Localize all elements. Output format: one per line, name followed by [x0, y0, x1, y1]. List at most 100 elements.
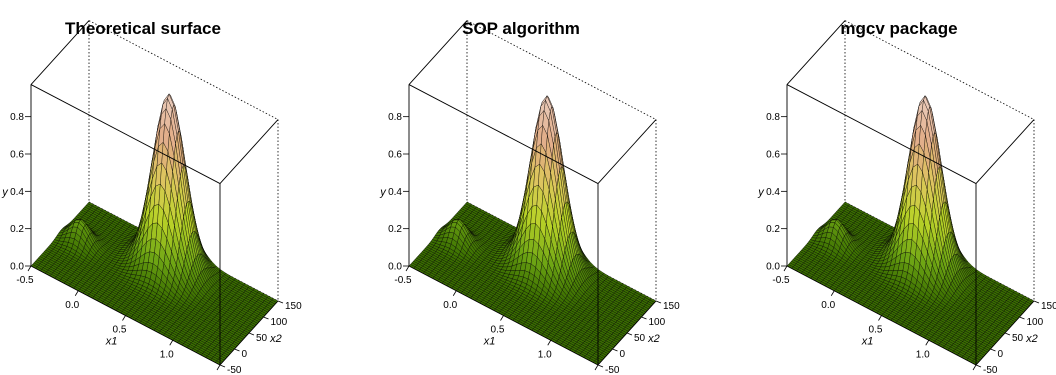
x2-tick-label: -50 — [983, 365, 998, 375]
x1-tick — [830, 290, 835, 296]
x1-tick-label: 0.0 — [821, 300, 835, 311]
y-axis-label: y — [757, 186, 765, 198]
box-edge-right-top — [975, 119, 1035, 184]
x1-tick — [500, 315, 504, 321]
x1-tick-label: -0.5 — [772, 275, 790, 286]
surface-panel-3: mgcv package 0.0 0.2 0.4 0.6 0.8 y -0.5 0.0 0.5 1.… — [757, 19, 1056, 375]
x1-tick — [925, 340, 930, 346]
x2-tick-label: 150 — [1041, 301, 1056, 312]
y-tick-label: 0.2 — [766, 224, 780, 235]
x2-tick — [1033, 300, 1040, 304]
x2-tick — [219, 364, 226, 368]
x1-tick — [972, 364, 977, 371]
y-tick-label: 0.8 — [10, 112, 24, 123]
y-tick-label: 0.0 — [766, 262, 780, 273]
box-edge-right-top — [597, 119, 657, 184]
surface-mesh — [30, 93, 279, 366]
y-axis-label: y — [379, 186, 387, 198]
x1-tick — [547, 340, 552, 346]
x2-tick-label: 50 — [1012, 333, 1024, 344]
box-edge-back-top — [466, 20, 657, 120]
x1-tick — [452, 290, 457, 296]
x1-tick-label: 0.5 — [491, 325, 505, 336]
y-tick-label: 0.2 — [388, 224, 402, 235]
x2-tick-label: 50 — [256, 333, 268, 344]
x2-tick — [655, 300, 662, 304]
chart-title: Theoretical surface — [65, 19, 221, 38]
surface-panel-2: SOP algorithm 0.0 0.2 0.4 0.6 0.8 y -0.5 0.0 0.5 1… — [379, 19, 680, 375]
box-edge-front-top — [408, 84, 599, 184]
y-tick-label: 0.6 — [766, 150, 780, 161]
y-tick-label: 0.0 — [388, 262, 402, 273]
x2-tick — [597, 364, 604, 368]
x2-tick — [234, 348, 240, 352]
chart-title: SOP algorithm — [462, 19, 580, 38]
x2-tick-label: 100 — [1027, 317, 1044, 328]
box-edge-left-top — [786, 20, 846, 85]
box-edge-front-top — [786, 84, 977, 184]
x1-tick — [169, 340, 174, 346]
x2-tick — [1019, 316, 1025, 320]
x1-tick-label: 1.0 — [538, 349, 552, 360]
x2-tick — [248, 332, 255, 336]
x1-tick — [122, 315, 126, 321]
box-edge-front-top — [30, 84, 221, 184]
x2-tick-label: 0 — [998, 349, 1004, 360]
x2-tick — [1004, 332, 1011, 336]
x1-tick — [27, 265, 32, 272]
x2-tick-label: 50 — [634, 333, 646, 344]
box-edge-left-top — [30, 20, 90, 85]
x1-tick — [783, 265, 788, 272]
box-edge-right-top — [219, 119, 279, 184]
x1-axis-label: x1 — [861, 336, 874, 348]
x2-tick — [612, 348, 618, 352]
x1-tick-label: 1.0 — [160, 349, 174, 360]
x1-tick — [216, 364, 221, 371]
x2-tick — [277, 300, 284, 304]
box-edge-back-top — [88, 20, 279, 120]
surface-mesh — [786, 95, 1035, 366]
surface-panel-1: Theoretical surface0.00.20.40.60.8y-0.50… — [1, 19, 302, 375]
x1-tick-label: 1.0 — [916, 349, 930, 360]
y-tick-label: 0.4 — [766, 187, 780, 198]
x2-tick-label: 0 — [242, 349, 248, 360]
x1-tick — [405, 265, 410, 272]
x2-tick-label: 100 — [649, 317, 666, 328]
x2-tick-label: 0 — [620, 349, 626, 360]
chart-title: mgcv package — [840, 19, 957, 38]
x1-tick — [594, 364, 599, 371]
y-tick-label: 0.0 — [10, 262, 24, 273]
x2-tick-label: -50 — [605, 365, 620, 375]
surface-mesh — [408, 95, 657, 366]
x1-tick-label: 0.5 — [869, 325, 883, 336]
x2-tick — [975, 364, 982, 368]
y-tick-label: 0.8 — [766, 112, 780, 123]
x2-tick — [263, 316, 269, 320]
box-edge-left-top — [408, 20, 468, 85]
x1-axis-label: x1 — [105, 336, 118, 348]
x2-axis-label: x2 — [1025, 333, 1038, 345]
y-tick-label: 0.4 — [388, 187, 402, 198]
x2-axis-label: x2 — [269, 333, 282, 345]
x2-tick — [641, 316, 647, 320]
x1-tick-label: 0.0 — [443, 300, 457, 311]
y-tick-label: 0.4 — [10, 187, 24, 198]
x2-tick-label: 150 — [285, 301, 302, 312]
x2-tick — [990, 348, 996, 352]
x2-tick-label: -50 — [227, 365, 242, 375]
x1-tick-label: 0.0 — [65, 300, 79, 311]
y-axis-label: y — [1, 186, 9, 198]
x1-tick-label: -0.5 — [394, 275, 412, 286]
x1-tick-label: -0.5 — [16, 275, 34, 286]
y-tick-label: 0.6 — [388, 150, 402, 161]
x2-tick-label: 100 — [271, 317, 288, 328]
x1-tick — [878, 315, 882, 321]
x1-tick-label: 0.5 — [113, 325, 127, 336]
x2-tick — [626, 332, 633, 336]
x2-axis-label: x2 — [647, 333, 660, 345]
y-tick-label: 0.2 — [10, 224, 24, 235]
x1-axis-label: x1 — [483, 336, 496, 348]
y-tick-label: 0.8 — [388, 112, 402, 123]
